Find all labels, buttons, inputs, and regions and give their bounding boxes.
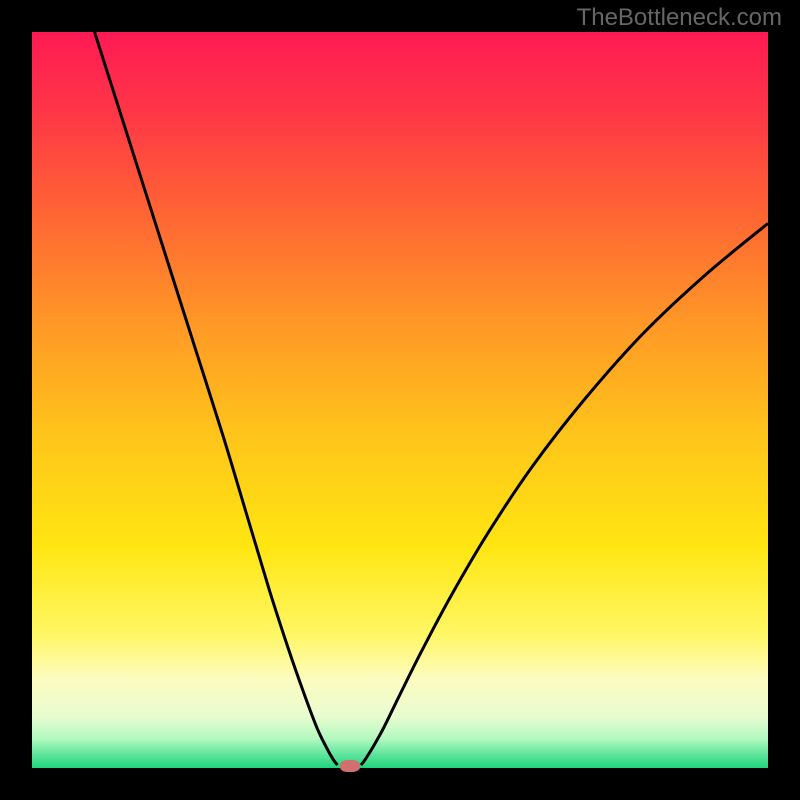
curve-right-branch: [361, 223, 768, 765]
bottleneck-marker: [340, 760, 360, 772]
plot-area: [32, 32, 768, 768]
curve-svg: [32, 32, 768, 768]
curve-left-branch: [95, 32, 338, 765]
watermark-text: TheBottleneck.com: [577, 4, 782, 32]
